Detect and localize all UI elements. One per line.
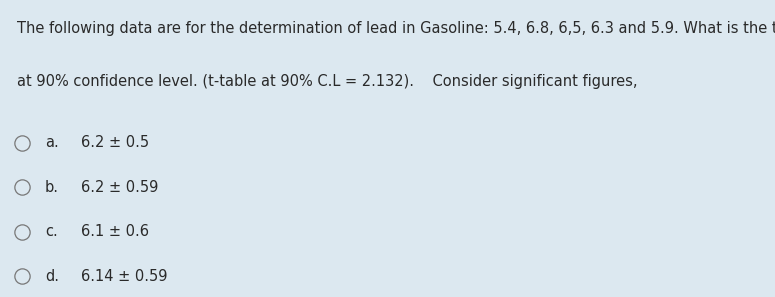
Text: 6.14 ± 0.59: 6.14 ± 0.59 [81, 269, 168, 284]
Text: c.: c. [45, 224, 57, 239]
Text: 6.2 ± 0.59: 6.2 ± 0.59 [81, 180, 159, 195]
Text: 6.1 ± 0.6: 6.1 ± 0.6 [81, 224, 150, 239]
Text: d.: d. [45, 269, 59, 284]
Text: a.: a. [45, 135, 59, 150]
Text: b.: b. [45, 180, 59, 195]
Text: The following data are for the determination of lead in Gasoline: 5.4, 6.8, 6,5,: The following data are for the determina… [17, 21, 775, 36]
Text: 6.2 ± 0.5: 6.2 ± 0.5 [81, 135, 150, 150]
Text: at 90% confidence level. (t-table at 90% C.L = 2.132).    Consider significant f: at 90% confidence level. (t-table at 90%… [17, 74, 638, 89]
